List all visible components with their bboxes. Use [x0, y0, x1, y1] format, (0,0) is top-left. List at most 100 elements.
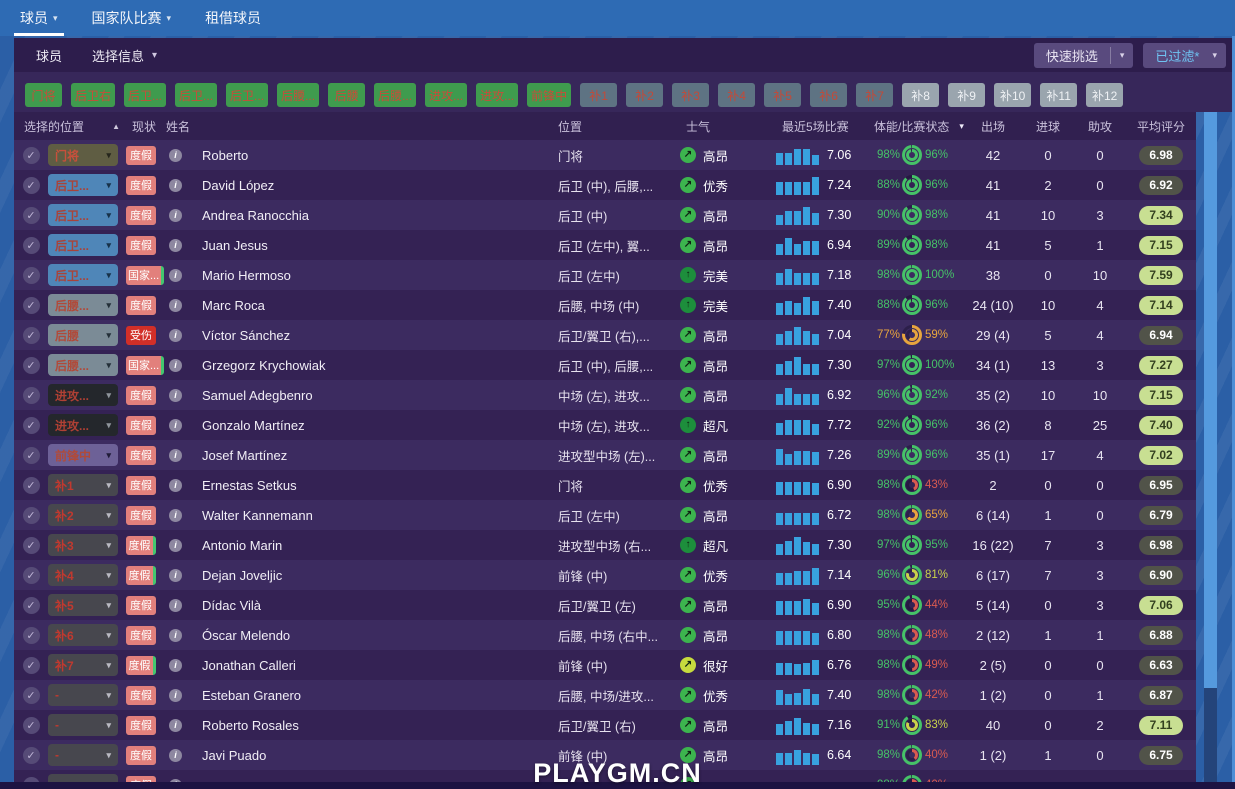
nav-tab-loaned-players[interactable]: 租借球员 — [205, 0, 261, 36]
info-icon[interactable]: i — [169, 208, 182, 222]
player-name[interactable]: Gonzalo Martínez — [202, 417, 305, 433]
position-filter-button[interactable]: 后卫... — [124, 83, 167, 107]
position-filter-button[interactable]: 补8 — [902, 83, 940, 107]
selected-position-dropdown[interactable]: 门将 ▾ — [48, 144, 118, 166]
info-icon[interactable]: i — [169, 298, 182, 312]
player-name[interactable]: Walter Kannemann — [202, 507, 313, 523]
nav-tab-players[interactable]: 球员 ▾ — [14, 0, 63, 36]
player-name[interactable]: Antonio Marin — [202, 537, 283, 553]
info-icon[interactable]: i — [169, 568, 182, 582]
scrollbar-thumb[interactable] — [1204, 112, 1217, 688]
filtered-dropdown-button[interactable]: 已过滤* ▾ — [1143, 42, 1226, 68]
player-row[interactable]: ✓ 门将 ▾ 度假 i Roberto 门将 ↗ 高昂 7.06 98% 96% … — [14, 140, 1196, 170]
player-name[interactable]: Jonathan Calleri — [202, 657, 296, 673]
player-name[interactable]: Dejan Joveljic — [202, 567, 283, 583]
info-icon[interactable]: i — [169, 748, 182, 762]
position-filter-button[interactable]: 后腰 — [328, 83, 366, 107]
header-apps[interactable]: 出场 — [980, 119, 1005, 134]
selected-position-dropdown[interactable]: 进攻... ▾ — [48, 384, 118, 406]
player-row[interactable]: ✓ 补5 ▾ 度假 i Dídac Vilà 后卫/翼卫 (左) ↗ 高昂 6.9… — [14, 590, 1196, 620]
position-filter-button[interactable]: 补1 — [580, 83, 618, 107]
player-row[interactable]: ✓ 后卫... ▾ 度假 i Andrea Ranocchia 后卫 (中) ↗ … — [14, 200, 1196, 230]
info-icon[interactable]: i — [169, 388, 182, 402]
player-row[interactable]: ✓ 后腰 ▾ 受伤 i Víctor Sánchez 后卫/翼卫 (右),... … — [14, 320, 1196, 350]
selected-position-dropdown[interactable]: 补4 ▾ — [48, 564, 118, 586]
player-name[interactable]: Ernestas Setkus — [202, 477, 297, 493]
selected-position-dropdown[interactable]: 后腰 ▾ — [48, 324, 118, 346]
player-name[interactable]: Dídac Vilà — [202, 597, 262, 613]
player-row[interactable]: ✓ - ▾ 度假 i Roberto Rosales 后卫/翼卫 (右) ↗ 高昂… — [14, 710, 1196, 740]
info-icon[interactable]: i — [169, 508, 182, 522]
header-assists[interactable]: 助攻 — [1087, 119, 1112, 134]
position-filter-button[interactable]: 后腰... — [374, 83, 417, 107]
selected-position-dropdown[interactable]: 后卫... ▾ — [48, 234, 118, 256]
position-filter-button[interactable]: 后卫... — [175, 83, 218, 107]
position-filter-button[interactable]: 补4 — [718, 83, 756, 107]
info-icon[interactable]: i — [169, 418, 182, 432]
selected-position-dropdown[interactable]: 进攻... ▾ — [48, 414, 118, 436]
position-filter-button[interactable]: 后卫右 — [71, 83, 116, 107]
position-filter-button[interactable]: 后腰... — [277, 83, 320, 107]
selected-position-dropdown[interactable]: -▾ — [48, 714, 118, 736]
player-row[interactable]: ✓ 补2 ▾ 度假 i Walter Kannemann 后卫 (左中) ↗ 高昂… — [14, 500, 1196, 530]
selected-position-dropdown[interactable]: 后腰... ▾ — [48, 294, 118, 316]
info-icon[interactable]: i — [169, 358, 182, 372]
player-row[interactable]: ✓ 后卫... ▾ 国家... i Mario Hermoso 后卫 (左中) ↑… — [14, 260, 1196, 290]
player-row[interactable]: ✓ 进攻... ▾ 度假 i Gonzalo Martínez 中场 (左), 进… — [14, 410, 1196, 440]
selected-position-dropdown[interactable]: 后腰... ▾ — [48, 354, 118, 376]
selected-position-dropdown[interactable]: -▾ — [48, 684, 118, 706]
player-row[interactable]: ✓ 补7 ▾ 度假 i Jonathan Calleri 前锋 (中) ↗ 很好 … — [14, 650, 1196, 680]
selected-position-dropdown[interactable]: -▾ — [48, 744, 118, 766]
player-row[interactable]: ✓ 后腰... ▾ 国家... i Grzegorz Krychowiak 后卫 … — [14, 350, 1196, 380]
player-name[interactable]: Grzegorz Krychowiak — [202, 357, 326, 373]
selected-position-dropdown[interactable]: 补1 ▾ — [48, 474, 118, 496]
player-name[interactable]: Mario Hermoso — [202, 267, 291, 283]
info-icon[interactable]: i — [169, 268, 182, 282]
info-icon[interactable]: i — [169, 478, 182, 492]
selected-position-dropdown[interactable]: 补7 ▾ — [48, 654, 118, 676]
position-filter-button[interactable]: 门将 — [25, 83, 62, 107]
header-avg-rating[interactable]: 平均评分 — [1136, 119, 1185, 134]
nav-tab-national-matches[interactable]: 国家队比赛 ▾ — [92, 0, 172, 36]
header-status[interactable]: 现状 — [132, 119, 157, 134]
player-name[interactable]: Javi Puado — [202, 747, 267, 763]
player-row[interactable]: ✓ 补4 ▾ 度假 i Dejan Joveljic 前锋 (中) ↗ 优秀 7.… — [14, 560, 1196, 590]
panel-tab-players[interactable]: 球员 — [36, 48, 63, 64]
player-row[interactable]: ✓ 后卫... ▾ 度假 i David López 后卫 (中), 后腰,...… — [14, 170, 1196, 200]
header-condition[interactable]: 体能/比赛状态 ▾ — [874, 119, 964, 134]
player-name[interactable]: David López — [202, 177, 275, 193]
info-icon[interactable]: i — [169, 718, 182, 732]
header-morale[interactable]: 士气 — [686, 119, 711, 134]
player-name[interactable]: Víctor Sánchez — [202, 327, 291, 343]
player-row[interactable]: ✓ 补6 ▾ 度假 i Óscar Melendo 后腰, 中场 (右中... ↗… — [14, 620, 1196, 650]
player-name[interactable]: Roberto Rosales — [202, 717, 299, 733]
player-name[interactable]: Josef Martínez — [202, 447, 288, 463]
position-filter-button[interactable]: 进攻... — [476, 83, 519, 107]
player-name[interactable]: Esteban Granero — [202, 687, 302, 703]
quick-pick-button[interactable]: 快速挑选 ▾ — [1033, 42, 1134, 68]
info-icon[interactable]: i — [169, 148, 182, 162]
header-goals[interactable]: 进球 — [1035, 119, 1060, 134]
position-filter-button[interactable]: 补9 — [948, 83, 986, 107]
selected-position-dropdown[interactable]: 补6 ▾ — [48, 624, 118, 646]
info-icon[interactable]: i — [169, 658, 182, 672]
selected-position-dropdown[interactable]: -▾ — [48, 774, 118, 782]
selected-position-dropdown[interactable]: 补5 ▾ — [48, 594, 118, 616]
player-row[interactable]: ✓ 后腰... ▾ 度假 i Marc Roca 后腰, 中场 (中) ↑ 完美 … — [14, 290, 1196, 320]
selected-position-dropdown[interactable]: 补2 ▾ — [48, 504, 118, 526]
selected-position-dropdown[interactable]: 前锋中 ▾ — [48, 444, 118, 466]
header-last5[interactable]: 最近5场比赛 — [782, 119, 849, 134]
position-filter-button[interactable]: 补12 — [1086, 83, 1124, 107]
info-icon[interactable]: i — [169, 628, 182, 642]
player-row[interactable]: ✓ 补3 ▾ 度假 i Antonio Marin 进攻型中场 (右... ↑ 超… — [14, 530, 1196, 560]
player-row[interactable]: ✓ 前锋中 ▾ 度假 i Josef Martínez 进攻型中场 (左)... … — [14, 440, 1196, 470]
selected-position-dropdown[interactable]: 补3 ▾ — [48, 534, 118, 556]
player-name[interactable]: Marc Roca — [202, 297, 265, 313]
player-name[interactable]: Roberto — [202, 147, 249, 163]
info-icon[interactable]: i — [169, 178, 182, 192]
player-row[interactable]: ✓ - ▾ 度假 i Esteban Granero 后腰, 中场/进攻... ↗… — [14, 680, 1196, 710]
player-row[interactable]: ✓ - ▾ 度假 i Javi Puado 前锋 (中) ↗ 高昂 6.64 98… — [14, 740, 1196, 770]
position-filter-button[interactable]: 补7 — [856, 83, 894, 107]
info-icon[interactable]: i — [169, 448, 182, 462]
view-selector-dropdown[interactable]: 选择信息 ▾ — [92, 46, 157, 65]
